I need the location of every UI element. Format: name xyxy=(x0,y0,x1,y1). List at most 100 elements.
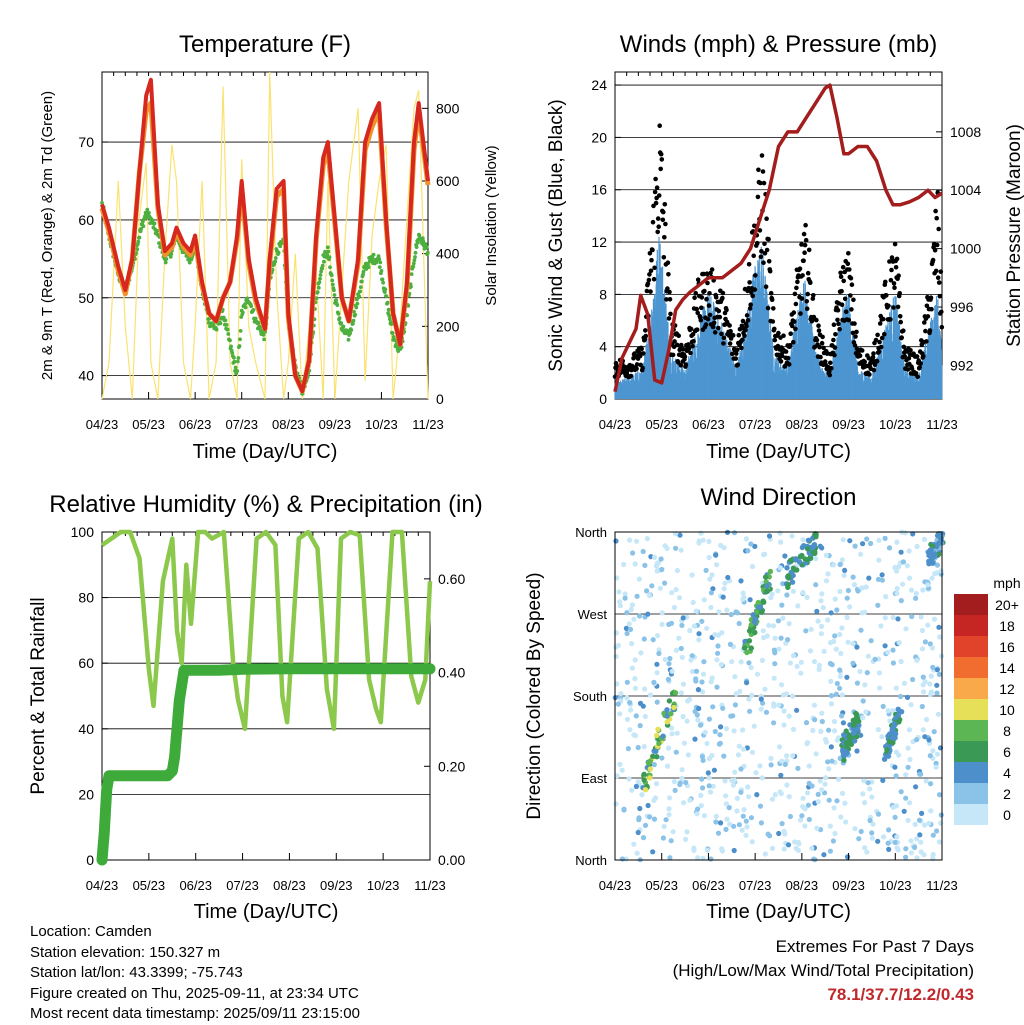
gust-point xyxy=(924,339,929,344)
direction-point xyxy=(701,813,708,819)
td-point xyxy=(249,304,254,309)
td-point xyxy=(330,278,335,283)
direction-point xyxy=(903,772,909,778)
direction-point xyxy=(695,687,702,693)
direction-point xyxy=(832,830,838,837)
direction-point xyxy=(876,557,882,563)
direction-point xyxy=(781,708,787,714)
direction-point xyxy=(928,547,934,553)
gust-point xyxy=(728,328,733,334)
direction-point xyxy=(842,748,848,754)
legend-swatch xyxy=(954,762,988,783)
direction-point xyxy=(785,573,792,579)
td-point xyxy=(385,300,390,305)
direction-point xyxy=(882,643,888,649)
gust-point xyxy=(759,249,764,254)
direction-point xyxy=(908,587,915,593)
td-point xyxy=(411,264,416,269)
gust-point xyxy=(682,354,688,360)
td-point xyxy=(348,331,352,336)
direction-point xyxy=(644,536,650,542)
direction-point xyxy=(876,670,883,676)
td-point xyxy=(387,317,392,321)
td-point xyxy=(225,327,230,332)
direction-point xyxy=(666,745,672,751)
direction-point xyxy=(785,584,791,590)
gust-point xyxy=(742,333,747,339)
direction-point xyxy=(814,608,820,614)
direction-point xyxy=(776,744,783,750)
direction-point xyxy=(653,748,659,754)
gust-point xyxy=(921,353,926,359)
location-text: Location: Camden xyxy=(30,923,152,940)
direction-point xyxy=(937,634,943,640)
direction-point xyxy=(637,723,643,729)
direction-point xyxy=(705,770,711,776)
direction-point xyxy=(706,775,712,781)
direction-point xyxy=(723,826,729,833)
direction-point xyxy=(748,541,754,547)
direction-point xyxy=(772,792,778,798)
direction-point xyxy=(722,580,728,586)
speed-legend: mph 0 2 4 6 8 10 12 14 16 18 20+ xyxy=(954,575,1021,825)
direction-point xyxy=(884,747,890,753)
direction-point xyxy=(695,806,701,812)
gust-point xyxy=(686,346,692,351)
direction-point xyxy=(704,847,711,853)
td-point xyxy=(235,359,240,364)
direction-point xyxy=(834,680,840,687)
td-point xyxy=(378,260,383,265)
direction-point xyxy=(651,797,657,804)
direction-point xyxy=(626,621,632,627)
gust-point xyxy=(831,322,837,328)
y-axis-label: Sonic Wind & Gust (Blue, Black) xyxy=(546,99,567,371)
direction-point xyxy=(752,543,758,550)
gust-point xyxy=(854,329,859,335)
direction-point xyxy=(671,704,677,711)
gust-point xyxy=(761,260,766,266)
direction-point xyxy=(634,593,640,599)
direction-point xyxy=(789,533,795,539)
gust-point xyxy=(704,271,710,277)
gust-point xyxy=(878,344,884,350)
td-point xyxy=(361,269,366,274)
direction-point xyxy=(778,682,785,688)
y-tick-label: 60 xyxy=(78,655,94,671)
direction-point xyxy=(847,538,853,544)
direction-point xyxy=(647,766,653,772)
extremes-box: Extremes For Past 7 Days (High/Low/Max W… xyxy=(673,935,974,1007)
gust-point xyxy=(859,348,865,353)
direction-point xyxy=(654,699,660,705)
direction-point xyxy=(729,659,735,665)
direction-point xyxy=(922,639,929,645)
td-point xyxy=(152,221,157,226)
direction-point xyxy=(875,811,882,817)
plot-frame xyxy=(614,531,943,861)
direction-point xyxy=(813,751,819,757)
direction-point xyxy=(832,633,838,639)
direction-point xyxy=(747,708,753,714)
direction-point xyxy=(622,591,628,597)
direction-point xyxy=(854,733,860,740)
direction-point xyxy=(928,673,934,679)
direction-point xyxy=(929,645,936,651)
direction-point xyxy=(903,854,909,860)
direction-point xyxy=(677,781,683,788)
direction-point xyxy=(779,758,785,764)
td-point xyxy=(218,321,223,326)
direction-point xyxy=(862,800,868,806)
legend-label: 2 xyxy=(1003,786,1011,802)
direction-point xyxy=(630,550,636,556)
direction-point xyxy=(633,713,639,719)
direction-point xyxy=(706,783,712,789)
gust-point xyxy=(799,242,804,247)
direction-point xyxy=(759,609,765,615)
direction-point xyxy=(760,628,766,634)
td-point xyxy=(169,252,174,256)
gust-point xyxy=(793,326,798,332)
direction-point xyxy=(899,581,906,587)
gust-point xyxy=(740,318,746,324)
td-point xyxy=(339,321,344,326)
direction-point xyxy=(761,599,767,605)
gust-point xyxy=(654,185,660,190)
